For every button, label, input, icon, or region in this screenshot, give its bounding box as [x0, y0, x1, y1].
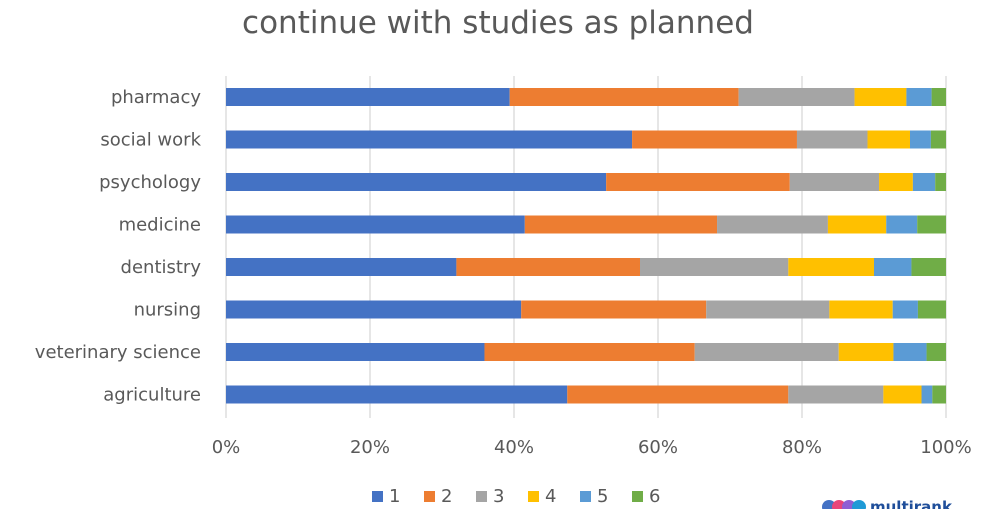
bar-segment — [738, 88, 855, 106]
bar-segment — [226, 385, 568, 404]
category-label: veterinary science — [35, 342, 201, 363]
logo-dot-3 — [842, 500, 856, 509]
bar-segment — [521, 300, 707, 319]
bar-segment — [912, 173, 936, 191]
legend-swatch — [476, 491, 487, 502]
legend: 1 2 3 4 5 6 — [372, 486, 660, 507]
legend-swatch — [632, 491, 643, 502]
logo-dot-1 — [822, 500, 836, 509]
bar-segment — [917, 300, 946, 319]
x-tick-labels: 0% 20% 40% 60% 80% 100% — [212, 437, 972, 458]
bar-segment — [892, 300, 918, 319]
bar-segment — [567, 385, 789, 404]
bar-segment — [827, 215, 887, 234]
bar-segment — [867, 130, 910, 149]
gridlines — [225, 76, 947, 418]
watermark-logo: multirank — [822, 492, 952, 509]
bar-segment — [906, 88, 932, 106]
bar-segment — [854, 88, 907, 106]
bar-segment — [911, 258, 946, 276]
category-label: nursing — [134, 300, 201, 321]
legend-swatch — [528, 491, 539, 502]
bar-segment — [838, 343, 894, 361]
bar-segment — [606, 173, 790, 191]
bar-segment — [935, 173, 946, 191]
legend-label: 5 — [597, 486, 608, 507]
x-tick-label: 40% — [494, 437, 534, 458]
x-tick-label: 80% — [782, 437, 822, 458]
bar-segment — [879, 173, 913, 191]
x-tick-label: 60% — [638, 437, 678, 458]
legend-swatch — [372, 491, 383, 502]
bar-segment — [789, 173, 880, 191]
bar-segment — [226, 343, 485, 361]
x-tick-label: 0% — [212, 437, 241, 458]
bar-segment — [886, 215, 918, 234]
bar-segment — [893, 343, 927, 361]
x-tick-label: 100% — [920, 437, 971, 458]
category-label: medicine — [119, 215, 201, 236]
bar-segment — [910, 130, 931, 149]
bar-segment — [788, 258, 874, 276]
bar-segment — [509, 88, 739, 106]
category-label: social work — [100, 130, 201, 151]
bar-segment — [456, 258, 640, 276]
bar-segment — [640, 258, 789, 276]
bar-segment — [796, 130, 868, 149]
bar-segment — [917, 215, 946, 234]
legend-swatch — [424, 491, 435, 502]
bar-segment — [524, 215, 718, 234]
bar-segment — [883, 385, 922, 404]
bar-segment — [926, 343, 946, 361]
category-label: agriculture — [103, 385, 201, 406]
bar-segment — [932, 385, 946, 404]
legend-label: 1 — [389, 486, 400, 507]
legend-label: 6 — [649, 486, 660, 507]
category-labels: pharmacy social work psychology medicine den… — [35, 87, 202, 406]
bar-segment — [921, 385, 933, 404]
legend-swatch — [580, 491, 591, 502]
bar-segment — [226, 130, 633, 149]
bar-segment — [226, 300, 522, 319]
bar-segment — [226, 88, 510, 106]
bar-segment — [226, 173, 607, 191]
bar-segment — [632, 130, 797, 149]
bar-segment — [874, 258, 912, 276]
bar-segment — [706, 300, 830, 319]
bars — [226, 88, 946, 404]
bar-segment — [829, 300, 893, 319]
category-label: pharmacy — [111, 87, 201, 108]
bar-segment — [930, 130, 946, 149]
category-label: psychology — [99, 172, 201, 193]
x-tick-label: 20% — [350, 437, 390, 458]
logo-dot-4 — [852, 500, 866, 509]
bar-segment — [717, 215, 828, 234]
bar-segment — [226, 258, 457, 276]
bar-segment — [931, 88, 946, 106]
legend-label: 2 — [441, 486, 452, 507]
legend-label: 3 — [493, 486, 504, 507]
bar-segment — [226, 215, 525, 234]
bar-segment — [788, 385, 884, 404]
legend-label: 4 — [545, 486, 556, 507]
category-label: dentistry — [121, 257, 202, 278]
bar-segment — [484, 343, 695, 361]
bar-segment — [694, 343, 839, 361]
logo-dot-2 — [832, 500, 846, 509]
watermark-text: multirank — [870, 498, 952, 509]
chart-title: continue with studies as planned — [242, 5, 754, 41]
